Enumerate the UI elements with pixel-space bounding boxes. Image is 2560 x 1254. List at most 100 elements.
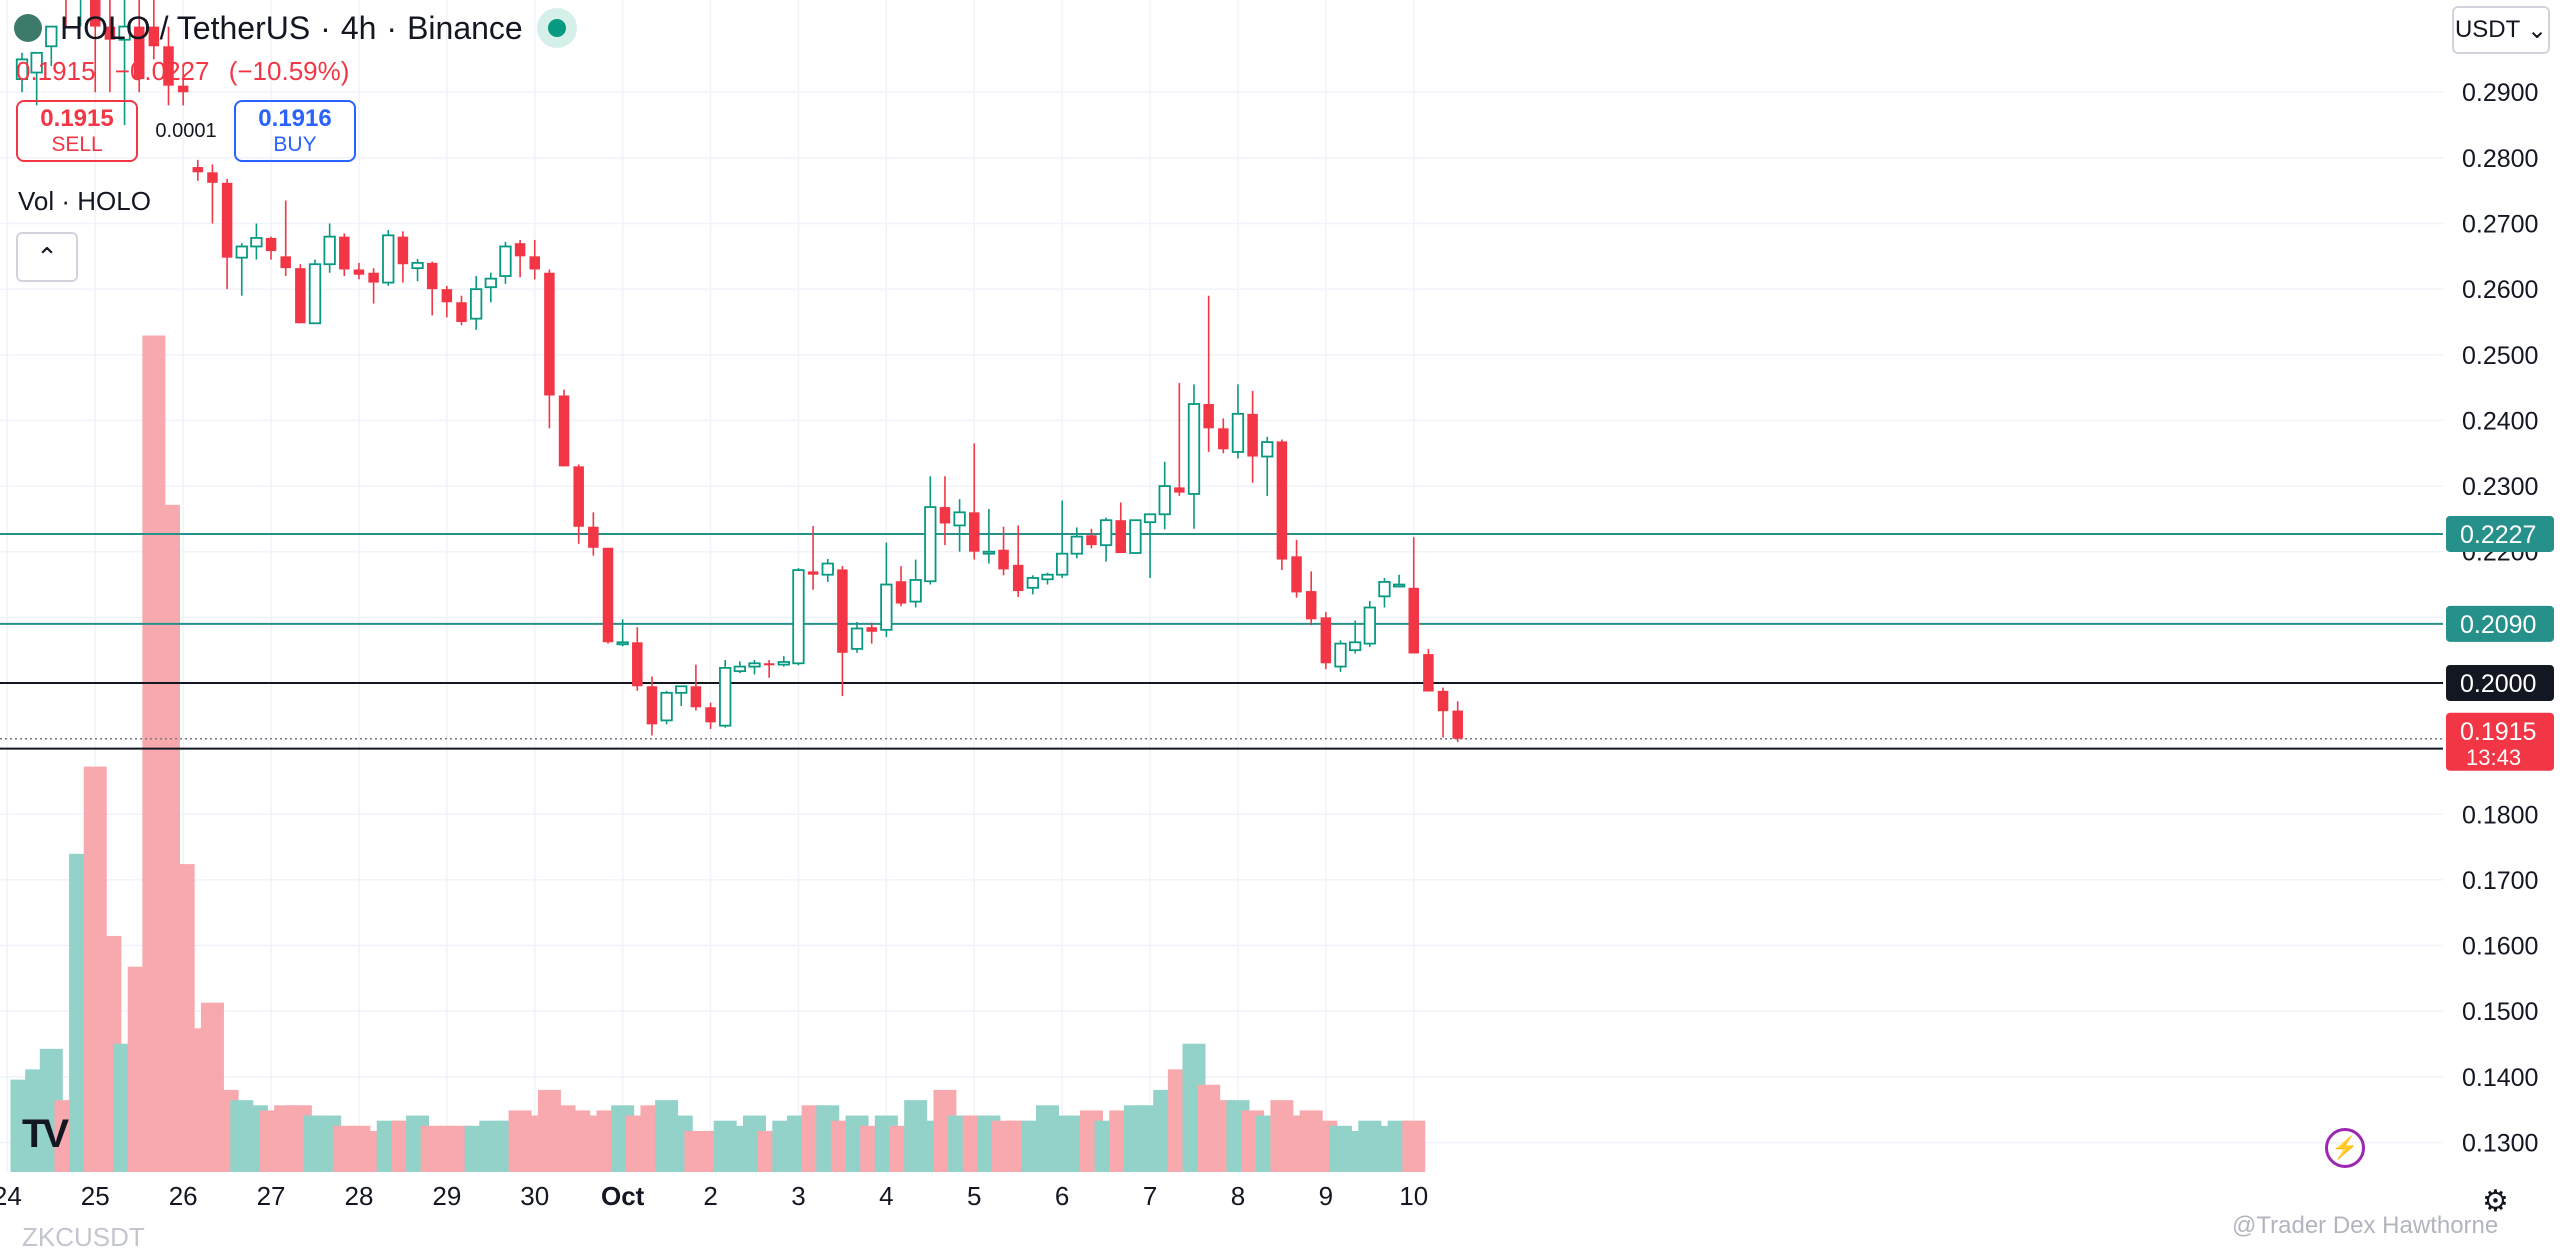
candle-body [646,686,658,725]
candle-body [133,26,145,80]
candle-body [148,26,160,47]
candle-body [15,58,29,81]
y-tick-label: 0.2400 [2462,407,2538,435]
candle-body [660,691,673,722]
candle-body [1231,412,1245,453]
x-tick-label: 9 [1319,1181,1333,1211]
x-tick-label: 3 [791,1181,805,1211]
x-tick-label: 6 [1055,1181,1069,1211]
candle-body [924,506,937,583]
timeframe[interactable]: 4h [340,9,377,46]
candle-body [1305,591,1317,620]
pair-name[interactable]: HOLO / TetherUS [60,9,311,46]
candle-body [207,172,218,183]
x-tick-label: 26 [169,1181,198,1211]
x-tick-label: 28 [344,1181,373,1211]
candle-body [426,262,438,290]
candle-body [397,236,409,265]
y-tick-label: 0.1800 [2462,801,2538,829]
candle-body [235,245,248,259]
x-tick-label: 4 [879,1181,893,1211]
x-tick-label: 27 [257,1181,286,1211]
candle-body [1187,403,1201,495]
sell-button[interactable]: 0.1915 SELL [16,100,138,162]
candle-body [484,277,497,289]
time-axis [0,1172,2443,1254]
candle-body [969,512,980,552]
price-change: −0.0227 [114,56,210,86]
y-tick-label: 0.2500 [2462,342,2538,370]
currency-selector[interactable]: USDT ⌄ [2452,6,2550,54]
x-tick-label: 25 [81,1181,110,1211]
candle-body [1218,428,1229,450]
price-level-label: 0.2090 [2460,611,2536,639]
tradingview-logo[interactable]: TV [22,1112,69,1156]
x-tick-label: 10 [1399,1181,1428,1211]
candle-body [558,395,570,467]
candle-body [1099,519,1113,547]
candle-body [280,256,291,269]
candle-body [250,237,263,248]
lightning-icon[interactable]: ⚡ [2325,1128,2365,1168]
candle-body [1129,519,1142,554]
current-price-label: 0.1915 [2460,718,2536,746]
last-price: 0.1915 [16,56,96,86]
candle-body [1070,535,1083,555]
candle-body [441,289,453,303]
symbol-watermark: ZKCUSDT [22,1222,145,1252]
buy-button[interactable]: 0.1916 BUY [234,100,356,162]
candle-body [1423,654,1434,692]
candle-body [777,661,790,666]
candle-body [353,269,365,275]
x-tick-label: 30 [520,1181,549,1211]
y-tick-label: 0.2600 [2462,276,2538,304]
collapse-legend-button[interactable]: ⌃ [16,232,78,282]
candle-body [982,550,996,555]
y-tick-label: 0.1700 [2462,867,2538,895]
candle-body [719,666,732,727]
candle-body [850,627,864,650]
y-tick-label: 0.2900 [2462,79,2538,107]
candle-body [177,85,189,93]
candle-body [880,583,893,631]
exchange-name: Binance [407,9,523,46]
candle-body [1291,556,1302,593]
candle-body [514,243,526,257]
candle-body [895,581,907,604]
candle-body [705,707,716,723]
x-tick-label: 7 [1143,1181,1157,1211]
x-tick-label: 24 [0,1181,22,1211]
x-tick-label: Oct [601,1181,645,1211]
volume-bar [1402,1120,1426,1172]
candle-body [1261,441,1274,458]
symbol-logo-icon [14,14,42,42]
candle-body [1349,641,1362,652]
market-status-icon[interactable] [536,8,577,48]
x-tick-label: 5 [967,1181,981,1211]
candle-body [411,261,424,270]
candle-body [308,263,322,325]
settings-icon[interactable]: ⚙ [2482,1185,2509,1218]
x-tick-label: 29 [432,1181,461,1211]
candle-body [323,235,336,266]
volume-legend[interactable]: Vol · HOLO [18,186,151,216]
candle-body [821,562,834,576]
candle-body [221,182,233,258]
candle-body [544,272,555,396]
candle-body [748,662,761,668]
candle-body [763,663,775,666]
candle-body [602,547,614,643]
candle-body [1408,587,1419,654]
candle-body [30,51,43,74]
candle-body [1158,485,1171,516]
candle-body [807,571,819,575]
candle-body [499,245,512,277]
candle-body [690,686,702,708]
candle-body [733,665,746,673]
candle-body [866,627,877,632]
candle-body [1086,535,1097,546]
y-tick-label: 0.1300 [2462,1129,2538,1157]
candle-body [573,466,584,527]
spread-value: 0.0001 [155,119,217,142]
